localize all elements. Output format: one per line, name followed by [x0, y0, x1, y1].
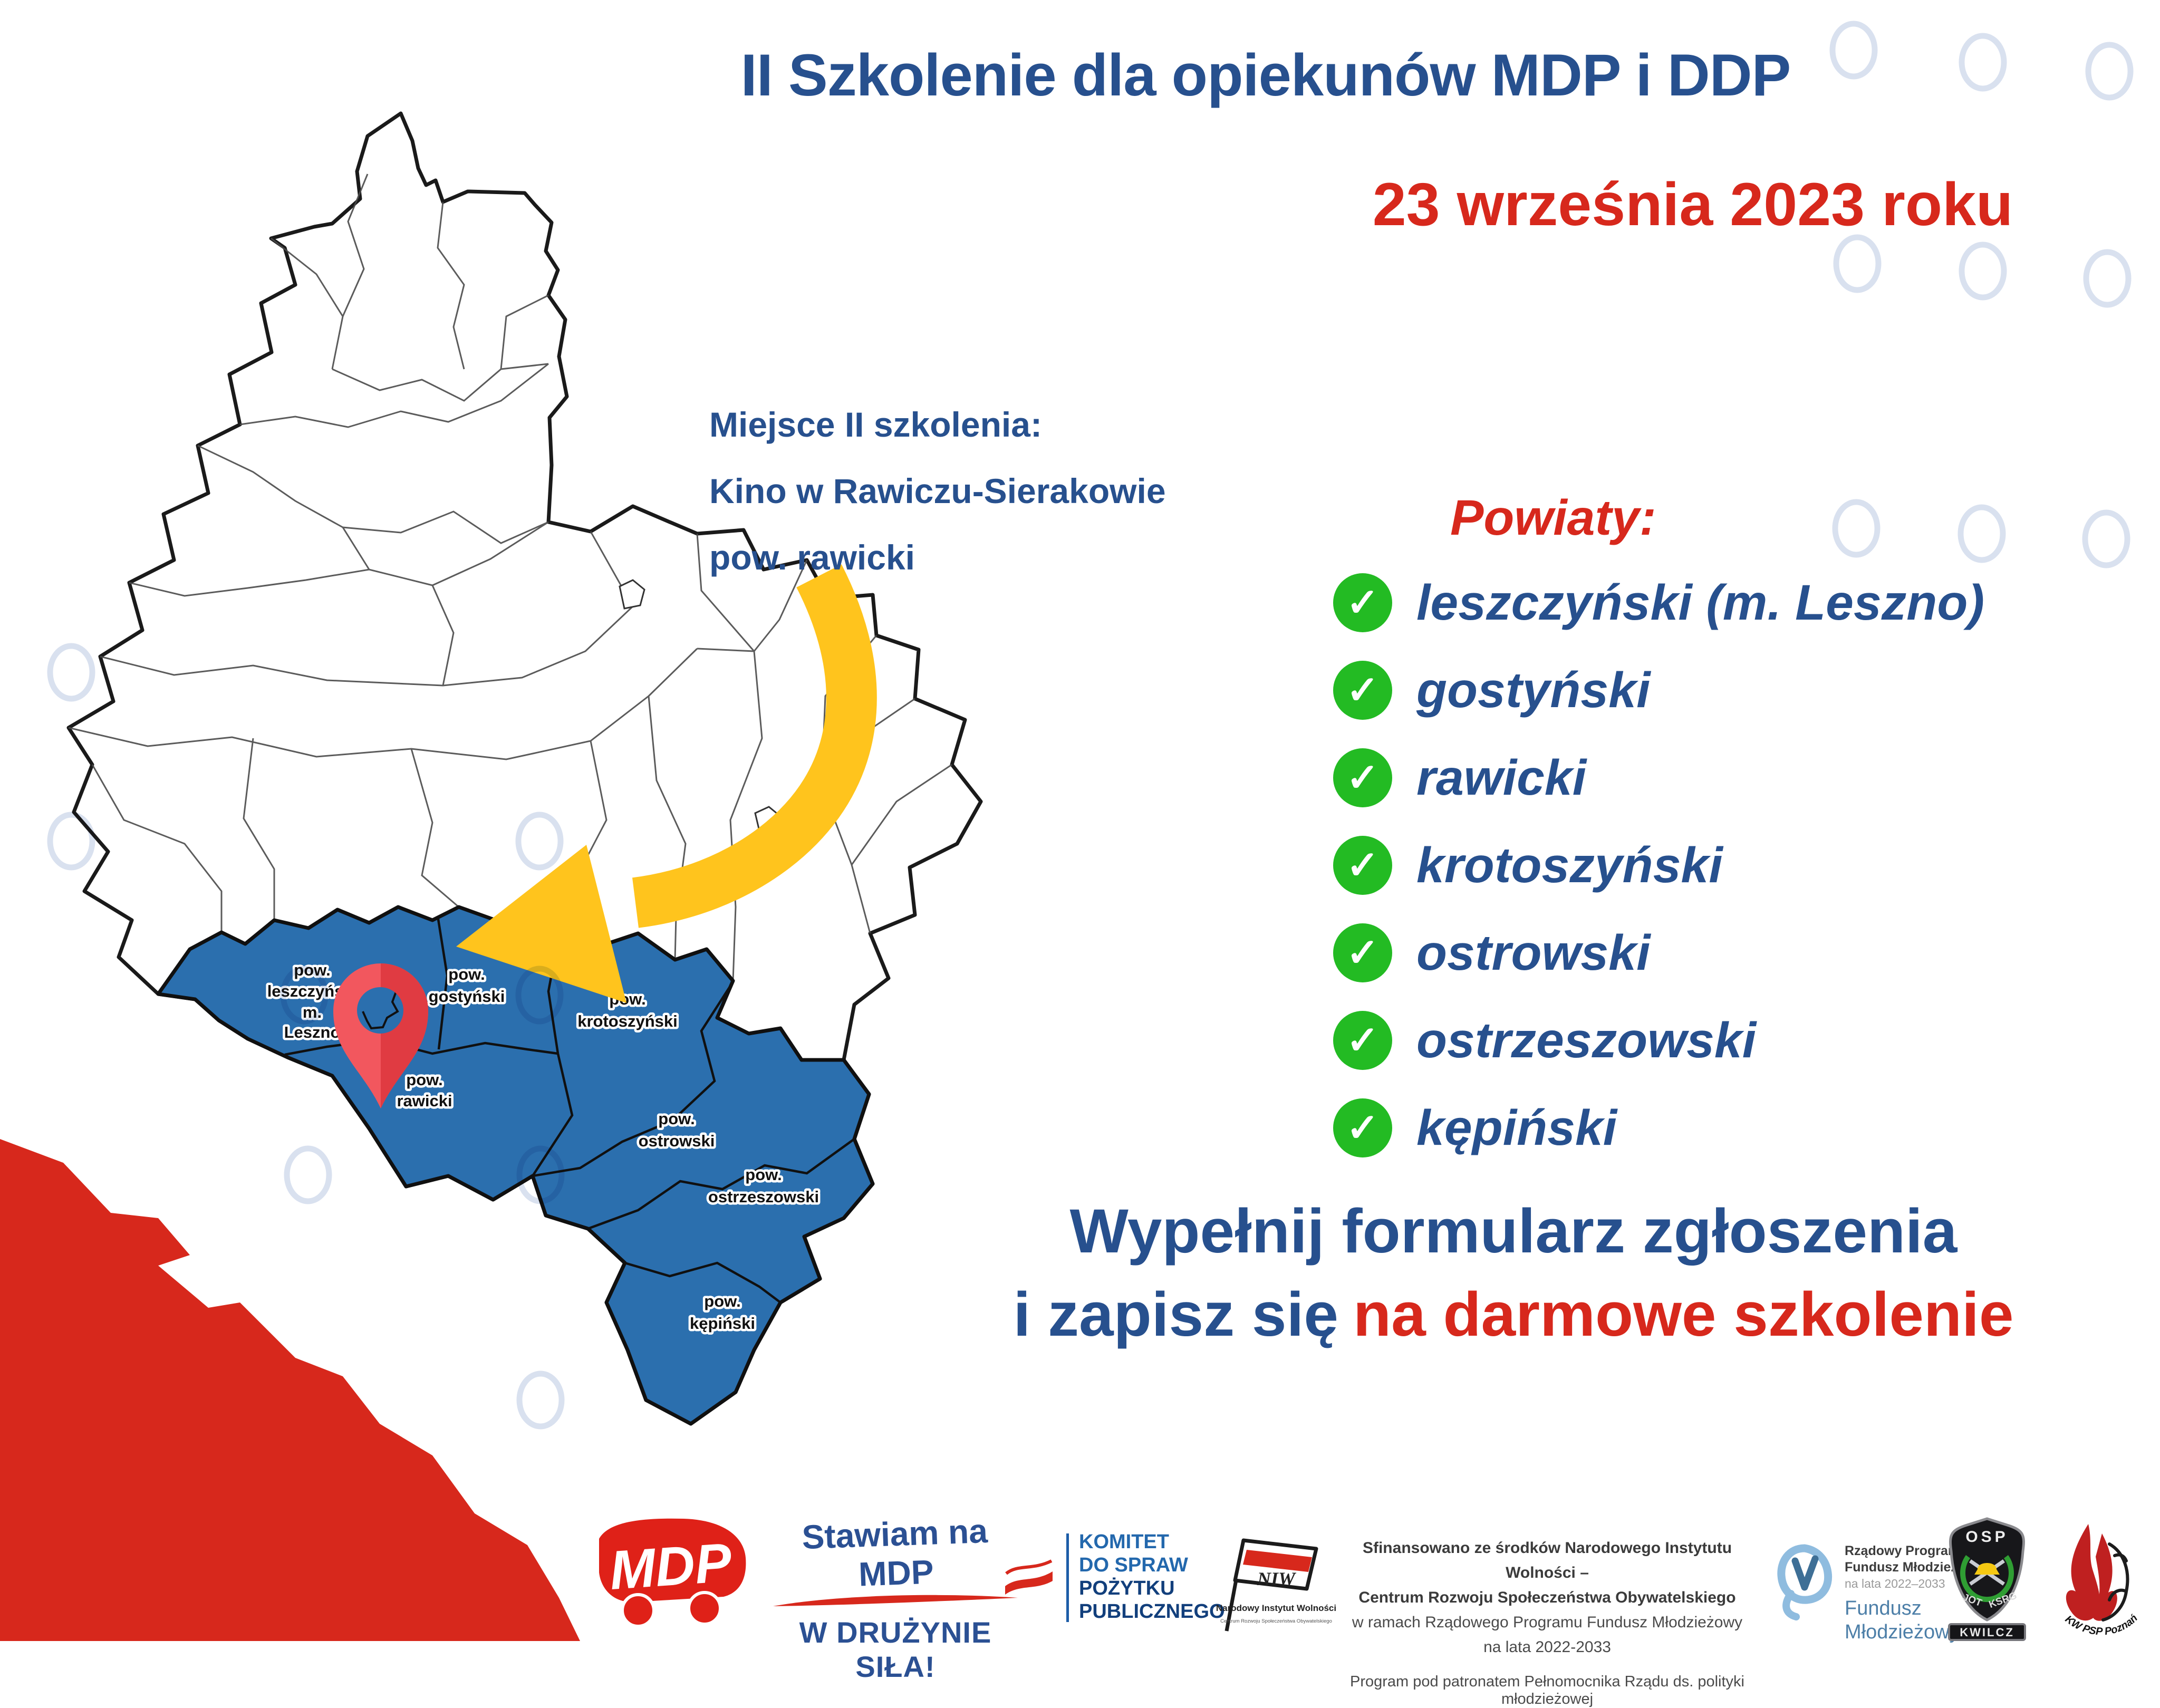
- niw-flag-icon: [1224, 1538, 1318, 1632]
- county-label: pow.: [406, 1070, 442, 1089]
- powiat-label: rawicki: [1416, 749, 1587, 806]
- mdp-truck-icon: MDP: [599, 1518, 746, 1628]
- list-item: ✓ ostrowski: [1333, 923, 2156, 983]
- brush-swoosh-icon: [773, 1595, 1018, 1606]
- funding-line: Sfinansowano ze środków Narodowego Insty…: [1362, 1539, 1732, 1581]
- komitet-flag-icon: [1005, 1559, 1053, 1595]
- location-note: Miejsce II szkolenia: Kino w Rawiczu-Sie…: [709, 391, 1448, 591]
- fm-big-line: Fundusz: [1845, 1597, 1922, 1619]
- highlighted-counties-region: [156, 905, 875, 1426]
- kwpsp-logo: KW PSP Poznań: [2063, 1524, 2140, 1638]
- county-label: kępiński: [690, 1314, 755, 1333]
- divider: [1066, 1533, 1069, 1622]
- osp-plate-text: KWILCZ: [1960, 1626, 2014, 1639]
- list-item: ✓ rawicki: [1333, 748, 2156, 808]
- fm-small-line: na lata 2022–2033: [1845, 1577, 1945, 1590]
- check-icon: ✓: [1333, 1011, 1392, 1070]
- fundusz-mlodziezowy-icon: [1777, 1544, 1833, 1620]
- county-label: Leszno: [284, 1023, 341, 1041]
- county-label: pow.: [704, 1292, 740, 1310]
- wielkopolska-map: pow. leszczyński m. Leszno pow. gostyńsk…: [66, 111, 983, 1426]
- powiat-label: krotoszyński: [1416, 837, 1723, 893]
- county-label: ostrowski: [639, 1132, 715, 1150]
- shield-icon: [1949, 1517, 2026, 1622]
- check-icon: ✓: [1333, 836, 1392, 895]
- check-icon: ✓: [1333, 923, 1392, 982]
- fm-big-line: Młodzieżowy: [1845, 1621, 1960, 1643]
- cta-line2: i zapisz się na darmowe szkolenie: [875, 1273, 2152, 1356]
- niw-logo: NIW Narodowy Instytut Wolności Centrum R…: [1216, 1538, 1336, 1632]
- county-label: gostyński: [429, 987, 505, 1006]
- location-line: pow. rawicki: [709, 538, 915, 577]
- niw-acronym: NIW: [1257, 1568, 1297, 1589]
- county-label: rawicki: [397, 1092, 452, 1110]
- list-item: ✓ kępiński: [1333, 1098, 2156, 1158]
- check-icon: ✓: [1333, 1098, 1392, 1157]
- cta-line1: Wypełnij formularz zgłoszenia: [1069, 1196, 1958, 1266]
- list-item: ✓ krotoszyński: [1333, 835, 2156, 895]
- check-icon: ✓: [1333, 661, 1392, 720]
- red-corner-shape: [0, 1139, 580, 1641]
- list-item: ✓ gostyński: [1333, 660, 2156, 720]
- powiat-label: ostrzeszowski: [1416, 1012, 1757, 1068]
- county-label: pow.: [745, 1165, 782, 1184]
- county-label: krotoszyński: [577, 1012, 678, 1030]
- osp-top-text: OSP: [1965, 1528, 2008, 1546]
- check-icon: ✓: [1333, 748, 1392, 807]
- komitet-logo: KOMITET DO SPRAW POŻYTKU PUBLICZNEGO: [1079, 1530, 1225, 1623]
- powiaty-header: Powiaty:: [1450, 490, 1656, 546]
- list-item: ✓ leszczyński (m. Leszno): [1333, 573, 2156, 633]
- location-line: Miejsce II szkolenia:: [709, 405, 1042, 444]
- cta-text: Wypełnij formularz zgłoszenia i zapisz s…: [875, 1190, 2152, 1356]
- osp-badge: OSP JOT KSRG KWILCZ: [1948, 1517, 2026, 1641]
- flame-horse-icon: [2066, 1524, 2129, 1622]
- funding-text: Sfinansowano ze środków Narodowego Insty…: [1346, 1536, 1749, 1708]
- arrow-icon: [456, 564, 877, 1003]
- mdp-logo-text: MDP: [608, 1532, 734, 1601]
- funding-line: Centrum Rozwoju Społeczeństwa Obywatelsk…: [1358, 1589, 1736, 1606]
- county-label: ostrzeszowski: [708, 1188, 819, 1206]
- powiat-label: gostyński: [1416, 662, 1651, 718]
- cta-line2-blue: i zapisz się: [1013, 1280, 1338, 1349]
- county-label: pow.: [448, 965, 485, 983]
- mdp-slogan1: Stawiam na MDP: [801, 1511, 988, 1594]
- poster-title: II Szkolenie dla opiekunów MDP i DDP: [740, 42, 1791, 108]
- funding-line: Program pod patronatem Pełnomocnika Rząd…: [1350, 1673, 1744, 1707]
- fm-small-line: Rządowy Program: [1845, 1543, 1960, 1558]
- niw-name: Narodowy Instytut Wolności: [1216, 1603, 1336, 1613]
- powiat-list: ✓ leszczyński (m. Leszno) ✓ gostyński ✓ …: [1333, 573, 2156, 1185]
- komitet-line: KOMITET: [1079, 1531, 1169, 1553]
- niw-subtitle: Centrum Rozwoju Społeczeństwa Obywatelsk…: [1220, 1618, 1332, 1624]
- event-date: 23 września 2023 roku: [1372, 171, 2013, 238]
- powiat-label: kępiński: [1416, 1099, 1617, 1156]
- powiat-label: leszczyński (m. Leszno): [1416, 574, 1985, 631]
- county-label: pow.: [658, 1109, 695, 1128]
- funding-line: w ramach Rządowego Programu Fundusz Młod…: [1352, 1614, 1743, 1656]
- powiat-label: ostrowski: [1416, 924, 1651, 981]
- location-line: Kino w Rawiczu-Sierakowie: [709, 471, 1166, 510]
- mdp-slogan2: W DRUŻYNIE SIŁA!: [799, 1616, 992, 1683]
- komitet-line: POŻYTKU: [1079, 1577, 1175, 1599]
- mdp-slogan-block: Stawiam na MDP W DRUŻYNIE SIŁA!: [764, 1512, 1027, 1684]
- komitet-line: PUBLICZNEGO: [1079, 1600, 1225, 1623]
- cta-line2-red: na darmowe szkolenie: [1353, 1280, 2014, 1349]
- komitet-line: DO SPRAW: [1079, 1554, 1188, 1576]
- check-icon: ✓: [1333, 573, 1392, 632]
- list-item: ✓ ostrzeszowski: [1333, 1010, 2156, 1070]
